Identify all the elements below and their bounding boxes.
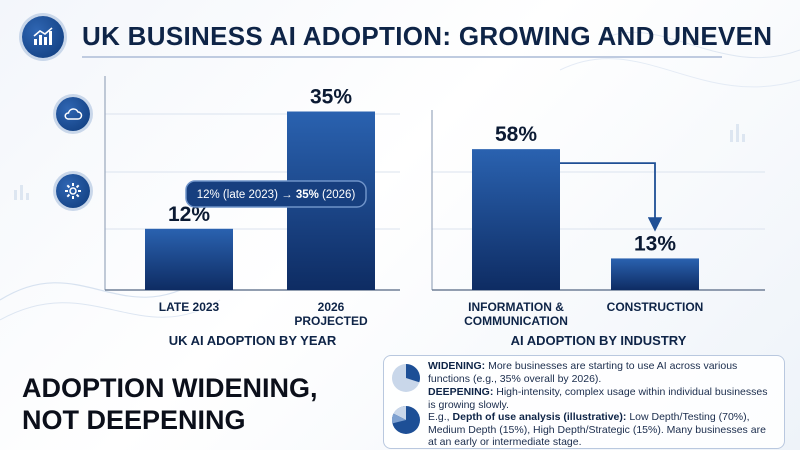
- widening-text: More businesses are starting to use AI a…: [428, 360, 738, 385]
- page-title: UK BUSINESS AI ADOPTION: GROWING AND UNE…: [82, 21, 773, 51]
- cloud-icon: [56, 97, 90, 131]
- data-label: 12%: [168, 203, 210, 226]
- data-label: 13%: [634, 232, 676, 255]
- annotation-text: 12% (late 2023) → 35% (2026): [197, 189, 356, 201]
- bar: [472, 149, 560, 290]
- chart-title: AI ADOPTION BY INDUSTRY: [511, 333, 687, 348]
- pie-chart-icon: [392, 364, 420, 392]
- info-panel: WIDENING: More businesses are starting t…: [383, 355, 785, 449]
- data-label: 35%: [310, 86, 352, 109]
- chart-title: UK AI ADOPTION BY YEAR: [169, 333, 337, 348]
- headline-line-1: ADOPTION WIDENING,: [22, 373, 318, 403]
- example-label: Depth of use analysis (illustrative):: [452, 411, 627, 423]
- tick-label: COMMUNICATION: [464, 314, 568, 328]
- example-prefix: E.g.,: [428, 411, 453, 423]
- growth-chart-icon: [22, 16, 64, 58]
- headline-line-2: NOT DEEPENING: [22, 405, 246, 435]
- headline: ADOPTION WIDENING, NOT DEEPENING: [22, 372, 318, 436]
- data-label: 58%: [495, 123, 537, 146]
- deepening-label: DEEPENING:: [428, 386, 494, 398]
- tick-label: 2026: [318, 300, 345, 314]
- annotation-callout: 12% (late 2023) → 35% (2026): [185, 180, 367, 208]
- bar: [611, 258, 699, 290]
- depth-example-note: E.g., Depth of use analysis (illustrativ…: [428, 411, 776, 449]
- tick-label: LATE 2023: [159, 300, 220, 314]
- deepening-text: High-intensity, complex usage within ind…: [428, 386, 768, 411]
- widening-note: WIDENING: More businesses are starting t…: [428, 360, 776, 385]
- tick-label: CONSTRUCTION: [607, 300, 704, 314]
- gear-icon: [56, 174, 90, 208]
- tick-label: INFORMATION &: [468, 300, 564, 314]
- deepening-note: DEEPENING: High-intensity, complex usage…: [428, 386, 776, 411]
- tick-label: PROJECTED: [294, 314, 368, 328]
- comparison-arrow: [560, 162, 663, 232]
- widening-label: WIDENING:: [428, 360, 486, 372]
- pie-chart-icon: [391, 405, 420, 434]
- title-divider: [82, 56, 722, 58]
- bar: [145, 228, 233, 290]
- example-text: Low Depth/Testing (70%), Medium Depth (1…: [428, 411, 766, 448]
